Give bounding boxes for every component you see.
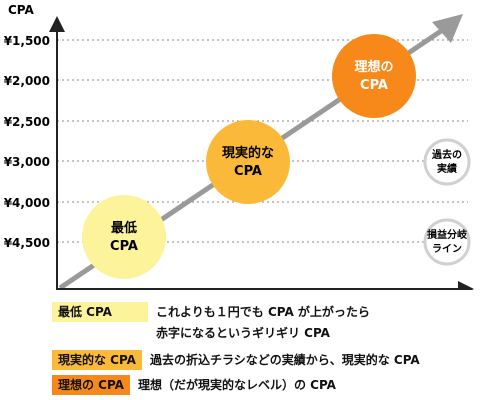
y-tick-label: ¥1,500 [4, 34, 50, 48]
y-tick-label: ¥4,000 [4, 196, 50, 210]
legend-row-ideal: 理想の CPA 理想（だが現実的なレベル）の CPA [52, 375, 336, 396]
svg-text:CPA: CPA [110, 239, 138, 254]
legend-desc-line: 赤字になるというギリギリ CPA [156, 326, 330, 340]
legend-tag-minimum: 最低 CPA [52, 302, 148, 322]
svg-text:過去の: 過去の [431, 148, 462, 161]
bubble-ideal-cpa: 理想の CPA [332, 34, 416, 118]
y-tick-label: ¥2,000 [4, 74, 50, 88]
svg-text:実績: 実績 [437, 162, 457, 175]
legend-desc-realistic: 過去の折込チラシなどの実績から、現実的な CPA [150, 350, 420, 371]
svg-text:CPA: CPA [360, 78, 388, 93]
legend-desc-ideal: 理想（だが現実的なレベル）の CPA [138, 375, 336, 396]
bubble-minimum-cpa: 最低 CPA [82, 195, 166, 279]
y-tick-label: ¥4,500 [4, 236, 50, 250]
cpa-diagram: CPA ¥1,500 ¥2,000 ¥2,500 ¥3,000 ¥4,000 ¥… [4, 3, 474, 290]
y-axis-title: CPA [8, 3, 35, 17]
legend-row-realistic: 現実的な CPA 過去の折込チラシなどの実績から、現実的な CPA [52, 350, 420, 371]
legend-desc-line: 過去の折込チラシなどの実績から、現実的な CPA [149, 353, 420, 367]
legend-tag-ideal: 理想の CPA [52, 375, 130, 395]
svg-text:理想の: 理想の [354, 59, 393, 75]
svg-text:CPA: CPA [234, 164, 262, 179]
y-tick-label: ¥2,500 [4, 115, 50, 129]
bubble-realistic-cpa: 現実的な CPA [206, 120, 290, 204]
legend-row-minimum: 最低 CPA これよりも１円でも CPA が上がったら 赤字になるというギリギリ… [52, 302, 370, 344]
trend-arrow-head [432, 14, 463, 43]
svg-text:ライン: ライン [432, 243, 462, 255]
legend-tag-realistic: 現実的な CPA [52, 350, 142, 370]
svg-text:現実的な: 現実的な [222, 145, 274, 161]
legend-desc-minimum: これよりも１円でも CPA が上がったら 赤字になるというギリギリ CPA [156, 302, 370, 344]
marker-past-results: 過去の 実績 [423, 138, 471, 186]
svg-text:損益分岐: 損益分岐 [427, 228, 467, 241]
legend-desc-line: 理想（だが現実的なレベル）の CPA [137, 378, 336, 392]
legend-desc-line: これよりも１円でも CPA が上がったら [156, 305, 370, 319]
svg-text:最低: 最低 [111, 220, 137, 236]
y-tick-label: ¥3,000 [4, 155, 50, 169]
marker-break-even-line: 損益分岐 ライン [423, 218, 471, 266]
